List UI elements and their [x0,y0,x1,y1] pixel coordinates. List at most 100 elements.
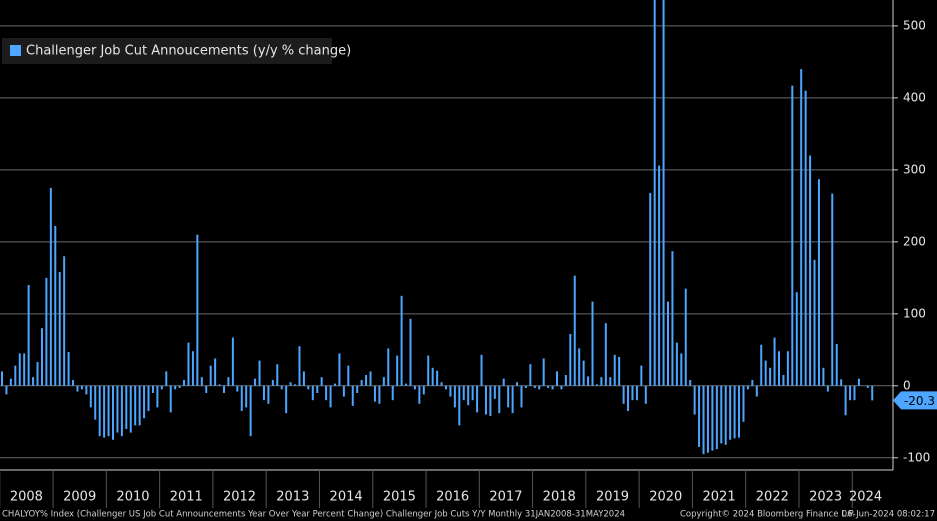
bar [587,376,590,386]
bar [112,385,114,440]
bar [236,385,239,392]
x-tick-label: 2010 [116,490,149,505]
x-tick-label: 2021 [703,490,736,505]
bar [445,385,447,390]
bar [245,385,248,408]
bar [227,377,230,386]
bar [658,165,661,386]
bar [649,192,652,386]
bar [702,385,705,455]
bar [627,385,630,411]
bar [18,353,21,386]
bar [214,358,217,386]
bar [569,333,572,386]
bar [396,355,399,386]
bar [373,385,376,402]
bar [209,365,212,386]
bar [609,377,612,386]
bar [1,371,3,386]
bar [715,385,718,450]
bar [254,378,257,386]
bar [560,385,563,390]
bar [720,385,723,444]
bar [733,385,736,439]
bar [667,301,669,386]
bar [63,256,66,386]
bar [538,385,541,390]
bar [795,292,798,386]
bar [329,385,332,408]
y-tick-label: 400 [903,90,926,104]
bar [476,385,479,413]
bar [480,354,483,386]
bar [351,385,354,406]
bar [493,385,496,399]
bar [760,344,763,386]
bar [440,382,443,386]
bar [786,351,789,386]
bar [174,385,177,390]
bar [276,364,279,386]
bar [453,385,456,408]
bar [556,371,558,386]
bar [644,385,647,404]
x-tick-label: 2012 [223,490,256,505]
bar [138,385,141,426]
bar [147,385,150,411]
y-tick-label: 200 [903,234,926,248]
bar [746,385,749,390]
x-tick-label: 2022 [756,490,789,505]
bar [498,385,501,414]
x-tick-label: 2017 [489,490,522,505]
bar [418,385,421,404]
bar [844,385,847,416]
bar [67,351,70,386]
bar [582,360,585,386]
bar [484,385,487,415]
bar [458,385,461,426]
footer-timestamp: 06-Jun-2024 08:02:17 [842,510,935,520]
bar [165,371,168,386]
bar [533,385,536,388]
bar [271,380,274,386]
bar [378,385,381,404]
bar [751,380,754,386]
bar [387,348,390,386]
bar [831,193,834,386]
bar [187,342,190,386]
bar [693,385,696,415]
bar [804,90,807,386]
x-tick-label: 2008 [10,490,43,505]
bar [613,354,616,386]
bar [120,385,123,437]
bar [94,385,97,420]
bar [769,367,772,386]
bar [58,272,61,386]
bar [294,384,297,386]
bar [36,362,39,386]
bar [800,69,803,386]
bar [817,179,820,386]
bar [866,385,869,388]
bar [89,385,92,408]
y-tick-label: 300 [903,162,926,176]
bar [711,385,714,451]
bar [462,385,465,401]
bar [778,351,780,386]
bar [449,385,452,397]
bar [258,360,261,386]
bar [529,364,532,386]
bar [5,385,8,395]
bar [813,259,816,386]
bar [595,384,598,386]
bar [103,385,106,438]
bar [409,318,412,386]
bar [178,385,181,388]
bar [724,385,727,445]
bar [520,385,523,408]
bar [640,365,643,386]
bar [45,277,48,386]
bar [125,385,128,429]
